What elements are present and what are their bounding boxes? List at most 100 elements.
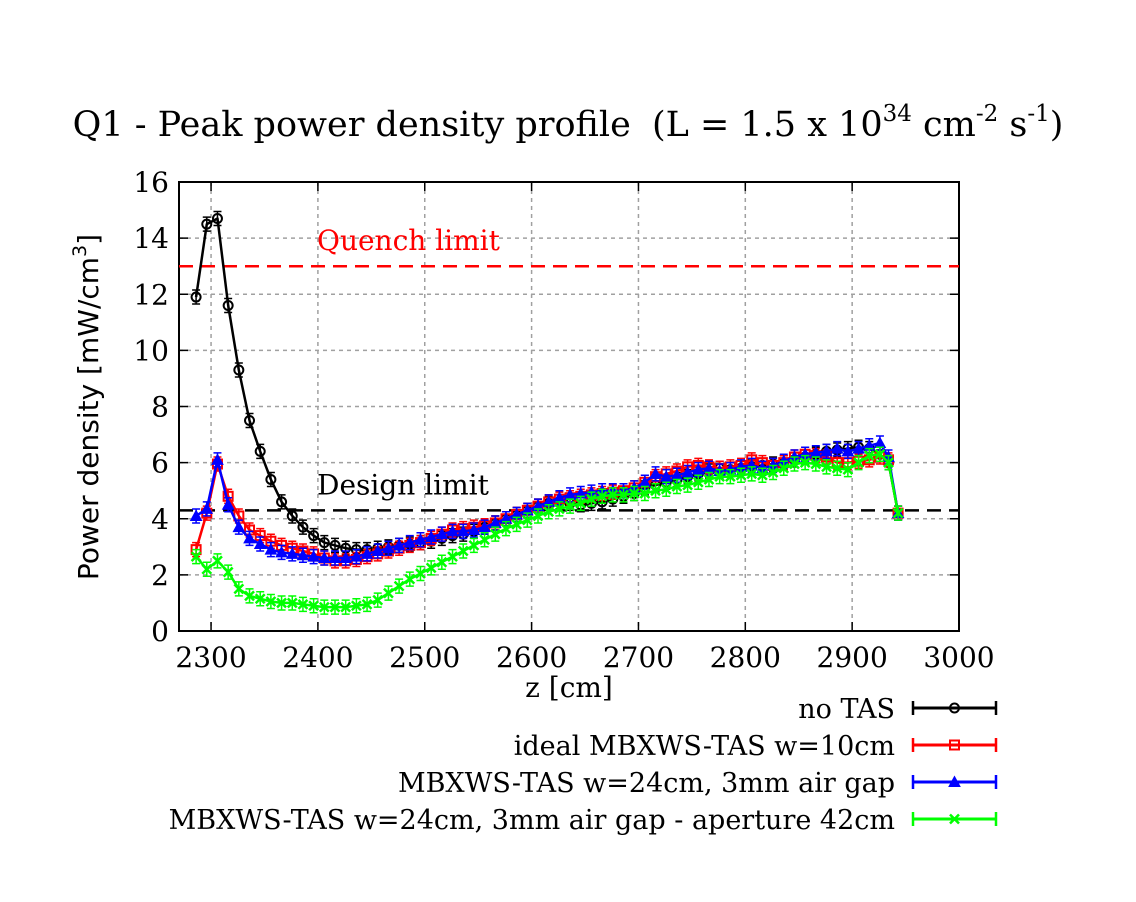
data-point (692, 476, 704, 488)
data-point (778, 462, 790, 474)
quench-limit-label: Quench limit (317, 224, 501, 257)
data-point (863, 450, 875, 461)
data-point (767, 467, 779, 478)
legend-marker (949, 702, 960, 714)
data-point (222, 566, 234, 578)
y-tick-label: 10 (133, 334, 169, 367)
series-4 (190, 446, 904, 615)
data-point (468, 540, 480, 551)
data-point (746, 468, 758, 480)
data-point (853, 457, 864, 469)
data-point (190, 291, 202, 303)
data-point (297, 598, 309, 610)
data-point (414, 533, 427, 545)
data-point (383, 587, 394, 599)
data-point (254, 445, 266, 457)
data-point (393, 580, 405, 592)
x-axis-label: z [cm] (525, 671, 613, 704)
legend-marker (948, 775, 961, 787)
data-point (500, 523, 512, 534)
data-point (456, 524, 470, 537)
data-point (810, 458, 822, 470)
y-axis-label: Power density [mW/cm3] (69, 234, 105, 580)
data-point (307, 550, 320, 562)
data-point (446, 524, 459, 537)
data-point (789, 458, 800, 470)
data-point (403, 536, 417, 548)
data-point (276, 496, 288, 508)
data-point (232, 520, 246, 533)
data-point (691, 463, 705, 475)
data-point (297, 521, 309, 533)
data-point (724, 471, 736, 483)
x-tick-label: 2800 (710, 641, 781, 674)
x-tick-label: 2300 (175, 641, 246, 674)
data-point (318, 537, 330, 549)
data-point (308, 530, 320, 542)
design-limit-label: Design limit (317, 468, 490, 501)
series (189, 210, 905, 615)
data-point (382, 541, 395, 554)
data-point (286, 597, 298, 609)
y-tick-label: 16 (133, 166, 169, 199)
data-point (757, 469, 768, 481)
data-point (521, 514, 533, 526)
data-point (479, 534, 490, 546)
data-point (211, 453, 224, 465)
data-point (318, 601, 330, 613)
data-point (285, 547, 299, 559)
legend-marker (949, 739, 960, 751)
chart-title-unit2: s (998, 105, 1027, 145)
data-point (212, 555, 223, 567)
data-point (201, 218, 213, 230)
data-point (639, 488, 651, 499)
data-point (244, 590, 255, 602)
legend-entry-2: ideal MBXWS-TAS w=10cm (514, 731, 998, 762)
data-point (874, 448, 886, 460)
data-point (489, 528, 501, 540)
chart-title-exp3: -1 (1027, 101, 1049, 127)
data-point (575, 497, 587, 509)
data-point (447, 551, 458, 563)
x-tick-label: 2400 (282, 641, 353, 674)
data-point (404, 573, 416, 585)
legend-label: MBXWS-TAS w=24cm, 3mm air gap (398, 768, 895, 799)
data-point (222, 299, 234, 311)
data-point (328, 551, 342, 564)
y-tick-label: 12 (133, 278, 169, 311)
data-point (201, 563, 213, 575)
data-point (436, 556, 448, 568)
data-point (659, 470, 673, 482)
data-point (852, 442, 865, 454)
data-point (254, 593, 266, 605)
data-point (841, 444, 855, 457)
data-point (253, 537, 267, 550)
data-point (564, 500, 576, 512)
legend-label: MBXWS-TAS w=24cm, 3mm air gap - aperture… (169, 805, 895, 836)
data-point (457, 545, 469, 557)
y-tick-label: 14 (133, 222, 169, 255)
data-point (329, 601, 341, 613)
data-point (596, 490, 608, 502)
data-point (264, 543, 278, 555)
x-tick-label: 2700 (603, 641, 674, 674)
y-axis-label-close: ] (72, 234, 105, 245)
y-axis-label-main: Power density [mW/cm (72, 257, 105, 580)
data-point (660, 483, 672, 495)
data-point (618, 489, 629, 501)
data-point (361, 598, 373, 610)
data-point (243, 531, 256, 544)
data-point (425, 562, 437, 574)
data-point (371, 544, 385, 557)
chart-title: Q1 - Peak power density profile (L = 1.5… (73, 101, 1064, 145)
chart-title-formula-open: (L = 1.5 x 10 (652, 105, 883, 145)
data-point (329, 539, 341, 551)
data-point (211, 212, 223, 224)
data-point (467, 523, 481, 535)
chart-title-exp2: -2 (976, 101, 998, 127)
data-point (265, 473, 277, 485)
data-point (276, 597, 287, 609)
data-point (714, 471, 726, 483)
data-point (340, 601, 352, 613)
x-tick-label: 2500 (389, 641, 460, 674)
